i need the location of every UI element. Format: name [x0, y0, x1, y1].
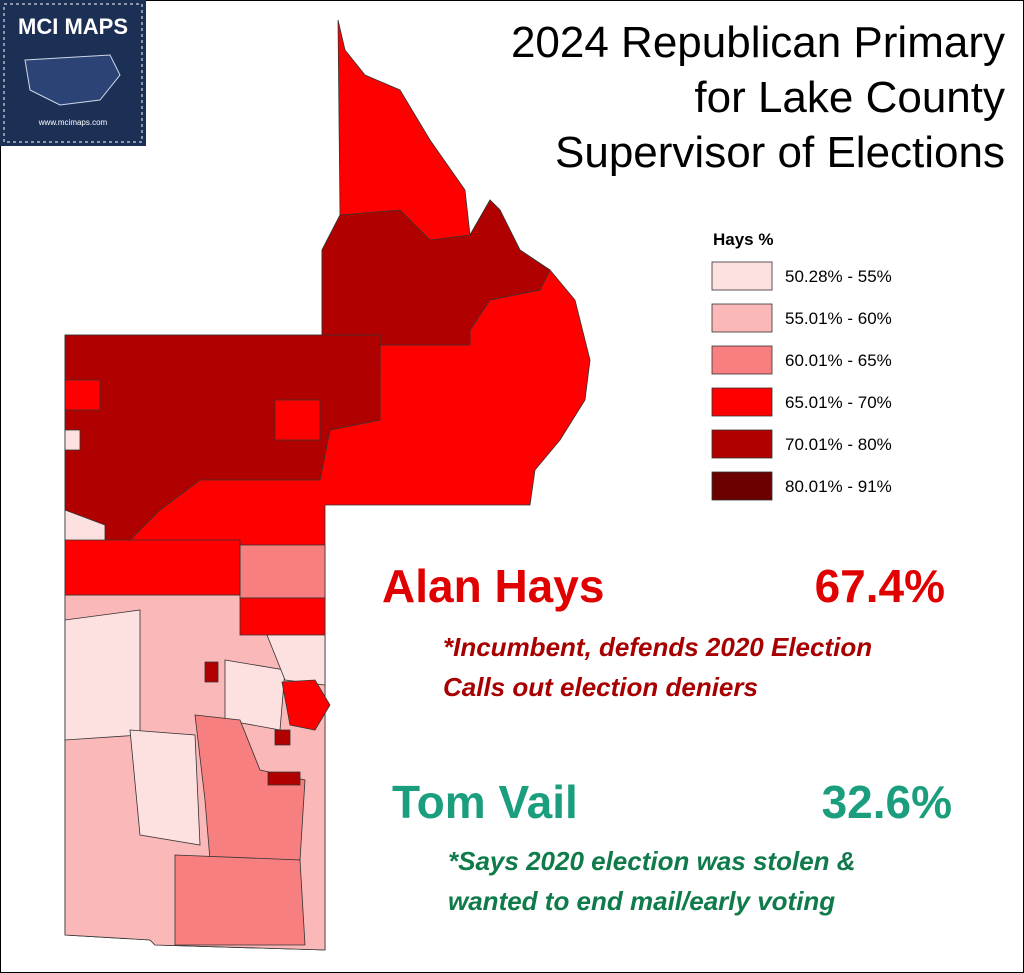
precinct	[281, 679, 331, 731]
legend-swatch	[711, 345, 773, 375]
precinct	[267, 771, 301, 786]
precinct	[64, 379, 101, 411]
legend-label: 50.28% - 55%	[785, 267, 892, 286]
legend: 50.28% - 55% 55.01% - 60% 60.01% - 65% 65.0…	[711, 261, 892, 501]
title-line: 2024 Republican Primary	[511, 18, 1005, 67]
precinct	[194, 714, 306, 861]
precinct	[239, 597, 326, 636]
legend-swatch	[711, 429, 773, 459]
precinct	[64, 609, 141, 741]
logo-title: MCI MAPS	[18, 14, 128, 39]
legend-label: 80.01% - 91%	[785, 477, 892, 496]
title: 2024 Republican Primary for Lake County Su…	[511, 18, 1005, 177]
legend-swatch	[711, 471, 773, 501]
precinct	[274, 399, 321, 441]
candidate-note: *Incumbent, defends 2020 Election	[443, 632, 872, 662]
legend-swatch	[711, 261, 773, 291]
candidate-share: 32.6%	[822, 776, 952, 828]
precinct	[129, 729, 201, 846]
county-map	[64, 19, 591, 951]
precinct	[239, 544, 326, 599]
precinct	[204, 661, 219, 683]
title-line: for Lake County	[694, 73, 1005, 122]
legend-label: 60.01% - 65%	[785, 351, 892, 370]
legend-swatch	[711, 387, 773, 417]
legend-label: 55.01% - 60%	[785, 309, 892, 328]
logo-border	[3, 3, 143, 143]
candidates: Alan Hays 67.4% *Incumbent, defends 2020 E…	[382, 560, 952, 916]
legend-label: 65.01% - 70%	[785, 393, 892, 412]
title-line: Supervisor of Elections	[555, 128, 1005, 177]
candidate-note: Calls out election deniers	[443, 672, 758, 702]
candidate-name: Alan Hays	[382, 560, 604, 612]
precinct	[64, 539, 241, 596]
precinct	[274, 729, 291, 746]
candidate-note: wanted to end mail/early voting	[448, 886, 835, 916]
precinct	[174, 854, 306, 946]
candidate-share: 67.4%	[815, 560, 945, 612]
legend-label: 70.01% - 80%	[785, 435, 892, 454]
legend-title: Hays %	[713, 230, 773, 249]
logo-usa	[24, 54, 121, 106]
candidate-note: *Says 2020 election was stolen &	[448, 846, 856, 876]
candidate-name: Tom Vail	[392, 776, 578, 828]
logo: MCI MAPS www.mcimaps.com	[0, 0, 146, 146]
precinct	[64, 429, 81, 451]
legend-swatch	[711, 303, 773, 333]
logo-url: www.mcimaps.com	[38, 118, 108, 127]
